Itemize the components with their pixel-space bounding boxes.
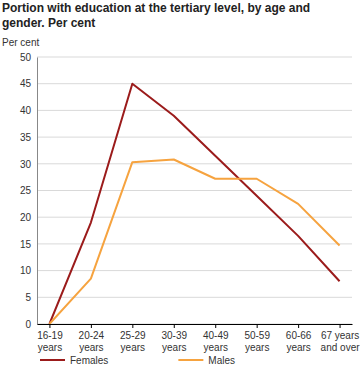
legend-item: Males [178,355,235,366]
legend-label: Females [70,355,108,366]
grid [37,57,352,324]
grid-line [37,110,352,111]
x-tick: 40-49years [203,324,229,353]
y-tick-label: 15 [20,239,32,250]
y-tick-label: 20 [20,212,32,223]
x-tick-mark [257,324,258,328]
y-tick-label: 50 [20,52,32,63]
legend-label: Males [208,355,235,366]
y-tick-label: 40 [20,105,32,116]
x-tick-mark [91,324,92,328]
chart: Portion with education at the tertiary l… [0,0,362,375]
y-tick: 30 [20,159,37,170]
y-tick: 20 [20,212,37,223]
x-tick: 67 yearsand over [321,324,361,353]
grid-line [37,270,352,271]
x-tick-mark [215,324,216,328]
title: Portion with education at the tertiary l… [2,1,310,30]
legend: Females Males [40,355,235,366]
x-tick-label: 67 yearsand over [321,330,361,353]
legend-swatch [40,359,65,361]
grid-line [37,324,352,325]
y-axis-line [37,58,38,325]
legend-swatch [178,359,203,361]
y-tick-label: 10 [20,265,32,276]
y-tick-label: 0 [25,319,31,330]
grid-line [37,217,352,218]
y-tick: 45 [20,78,37,89]
grid-line [37,83,352,84]
x-tick-label: 16-19years [37,330,63,353]
grid-line [37,57,352,58]
x-tick-label: 60-66years [286,330,312,353]
x-tick-mark [298,324,299,328]
y-tick: 25 [20,185,37,196]
y-tick: 50 [20,52,37,63]
x-tick-label: 20-24years [79,330,105,353]
legend-item: Females [40,355,108,366]
x-tick-mark [174,324,175,328]
y-tick: 35 [20,132,37,143]
y-tick: 15 [20,239,37,250]
x-tick: 20-24years [79,324,105,353]
x-tick: 25-29years [120,324,146,353]
y-tick-label: 25 [20,185,32,196]
y-axis-title: Per cent [2,37,39,48]
y-tick-label: 30 [20,159,32,170]
y-tick: 0 [25,319,37,330]
y-axis: 0 5 10 15 20 25 30 35 40 45 50 [20,52,38,330]
x-tick: 50-59years [244,324,270,353]
y-tick-label: 5 [25,292,31,303]
x-tick: 30-39years [161,324,187,353]
y-tick: 5 [25,292,37,303]
x-tick-mark [340,324,341,328]
x-tick-label: 30-39years [161,330,187,353]
plot-area [49,84,339,324]
grid-line [37,297,352,298]
x-tick-label: 50-59years [244,330,270,353]
x-tick: 16-19years [37,324,63,353]
y-tick-label: 35 [20,132,32,143]
series-line [49,84,339,324]
x-tick-label: 40-49years [203,330,229,353]
x-axis: 16-19years 20-24years 25-29years 30-39years… [37,324,360,353]
grid-line [37,190,352,191]
x-tick-label: 25-29years [120,330,146,353]
x-tick-mark [49,324,50,328]
x-tick: 60-66years [286,324,312,353]
y-tick-label: 45 [20,78,32,89]
series-line [49,160,339,324]
y-tick: 40 [20,105,37,116]
x-axis-line [38,324,353,325]
grid-line [37,163,352,164]
x-tick-mark [132,324,133,328]
y-tick: 10 [20,265,37,276]
